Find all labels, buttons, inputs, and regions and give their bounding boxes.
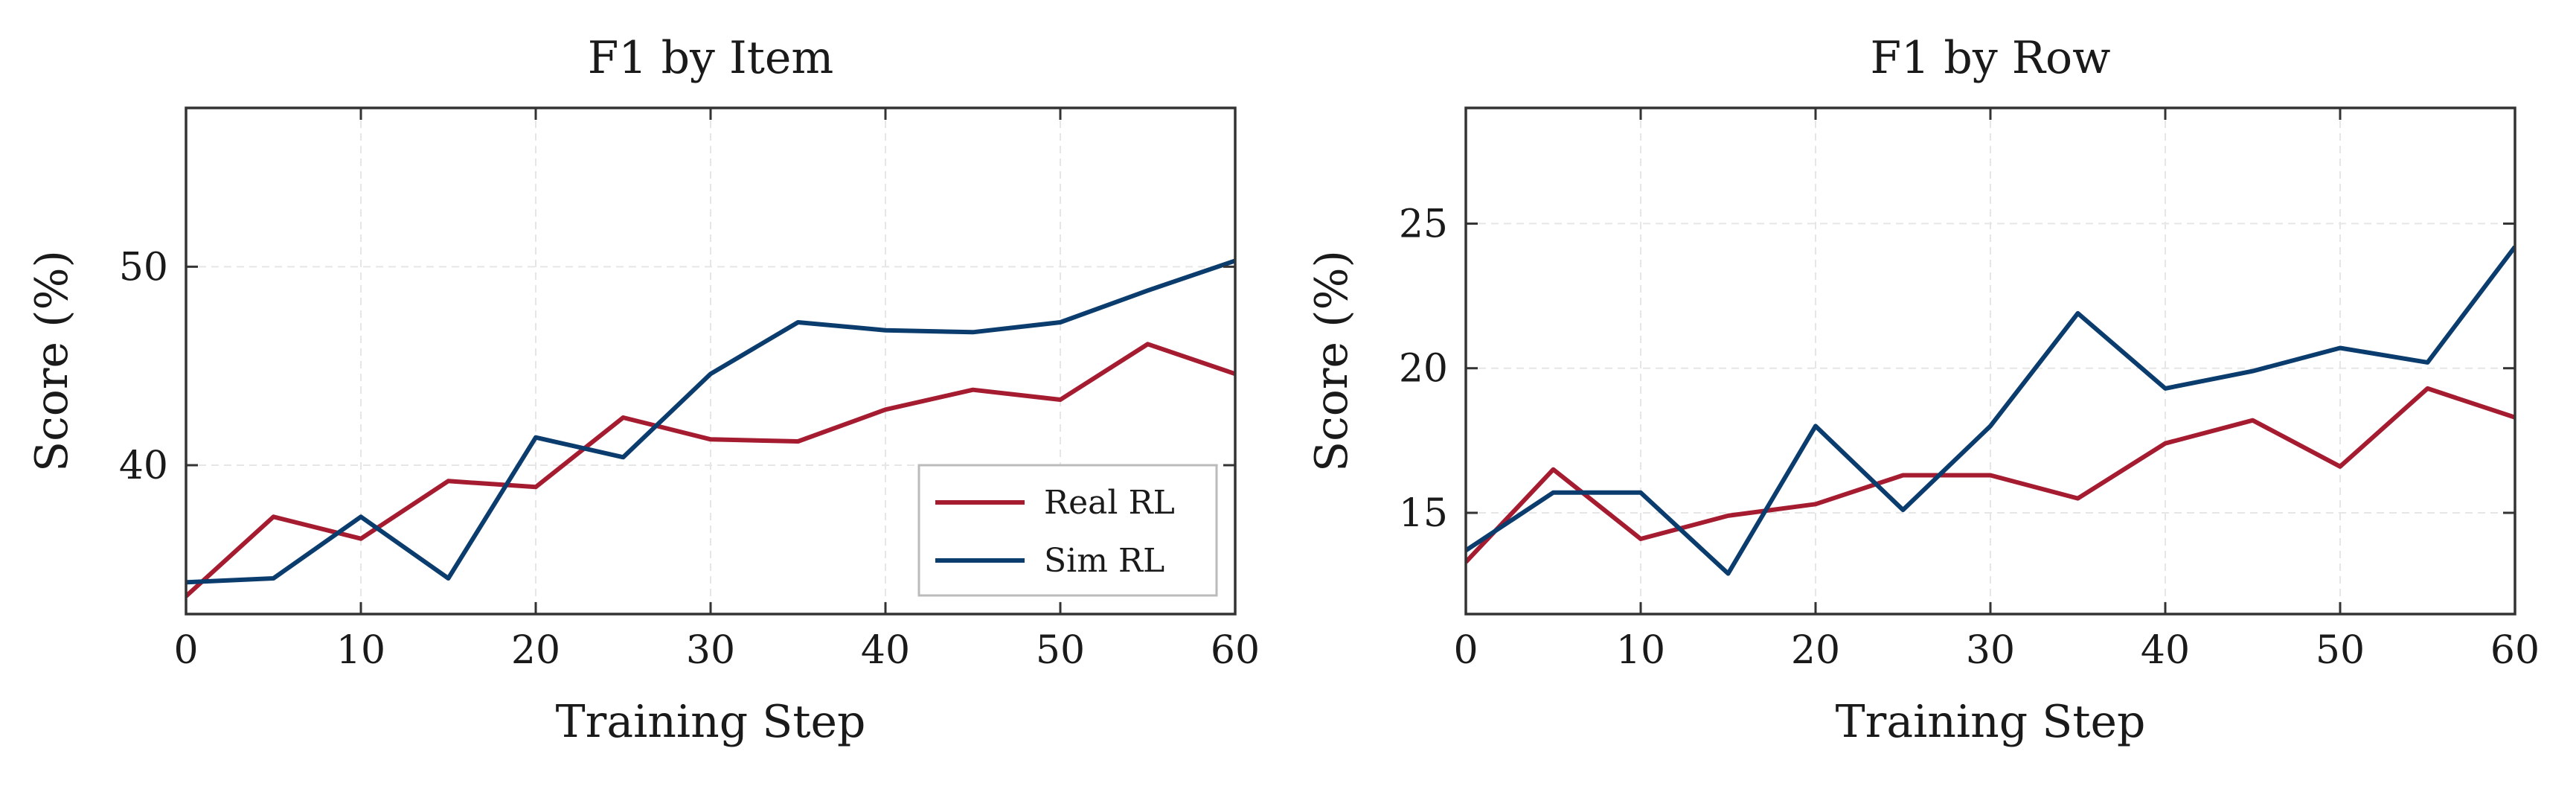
x-tick-label: 40 [861,628,910,673]
chart-panel-2: 0 10 20 30 40 50 60 15 20 25 F1 by Row Training Ste… [1306,32,2540,748]
chart-title: F1 by Row [1871,32,2111,84]
x-axis-label: Training Step [1836,696,2146,748]
series-line-real-rl [186,342,1235,598]
y-tick-label: 25 [1399,202,1448,246]
x-tick-label: 20 [1791,628,1840,673]
y-tick-label: 50 [119,245,168,290]
x-tick-label: 60 [1211,628,1260,673]
y-axis-label: Score (%) [26,250,78,472]
x-tick-label: 0 [173,628,198,673]
y-tick-label: 15 [1399,491,1448,536]
x-tick-label: 50 [2316,628,2365,673]
y-tick-label: 20 [1399,347,1448,392]
x-tick-label: 40 [2141,628,2190,673]
x-tick-label: 30 [686,628,735,673]
series-line-sim-rl [1466,245,2515,576]
legend-box [917,464,1218,597]
x-tick-label: 10 [336,628,385,673]
series-line-sim-rl [186,258,1235,585]
legend-label-1: Real RL [1044,484,1175,522]
x-tick-label: 10 [1616,628,1665,673]
legend-label-2: Sim RL [1044,542,1164,580]
series-line-real-rl [1466,386,2515,564]
legend: Real RL Sim RL [917,464,1218,597]
x-tick-label: 50 [1036,628,1085,673]
y-axis-label: Score (%) [1306,250,1358,472]
y-tick-label: 40 [119,444,168,488]
x-tick-label: 20 [511,628,560,673]
chart-panel-1: 0 10 20 30 40 50 60 40 50 F1 by Item Training Step… [26,32,1260,748]
x-tick-label: 60 [2490,628,2540,673]
x-axis-label: Training Step [556,696,866,748]
x-tick-label: 30 [1966,628,2015,673]
chart-title: F1 by Item [588,32,833,84]
x-tick-label: 0 [1453,628,1478,673]
